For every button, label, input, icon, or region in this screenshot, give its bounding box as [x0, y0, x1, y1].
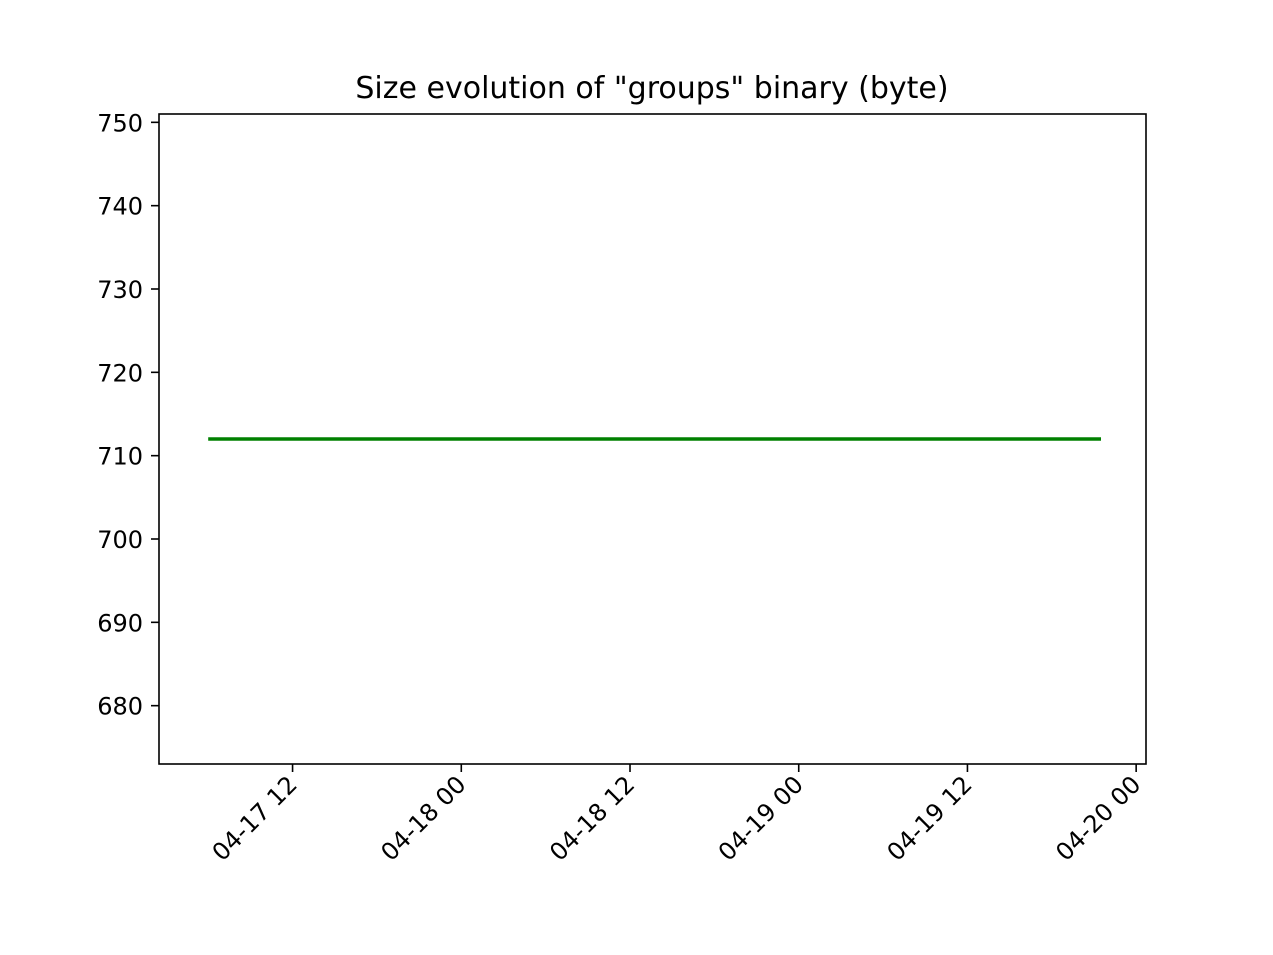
- y-tick-label: 700: [97, 526, 143, 554]
- x-tick-label: 04-18 00: [375, 770, 471, 866]
- y-tick-label: 680: [97, 693, 143, 721]
- y-axis: 680 690 700 710 720 730 740 750: [97, 109, 159, 721]
- y-tick-label: 710: [97, 443, 143, 471]
- x-tick-label: 04-19 12: [882, 770, 978, 866]
- y-tick-label: 720: [97, 359, 143, 387]
- y-tick-label: 740: [97, 193, 143, 221]
- x-tick-label: 04-18 12: [544, 770, 640, 866]
- chart-title: Size evolution of "groups" binary (byte): [355, 71, 948, 106]
- y-tick-label: 690: [97, 609, 143, 637]
- y-tick-label: 730: [97, 276, 143, 304]
- x-axis: 04-17 12 04-18 00 04-18 12 04-19 00 04-19 12…: [207, 764, 1146, 867]
- plot-frame: [158, 113, 1147, 765]
- y-tick-label: 750: [97, 109, 143, 137]
- x-tick-label: 04-17 12: [207, 770, 303, 866]
- x-tick-label: 04-20 00: [1050, 770, 1146, 866]
- x-tick-label: 04-19 00: [713, 770, 809, 866]
